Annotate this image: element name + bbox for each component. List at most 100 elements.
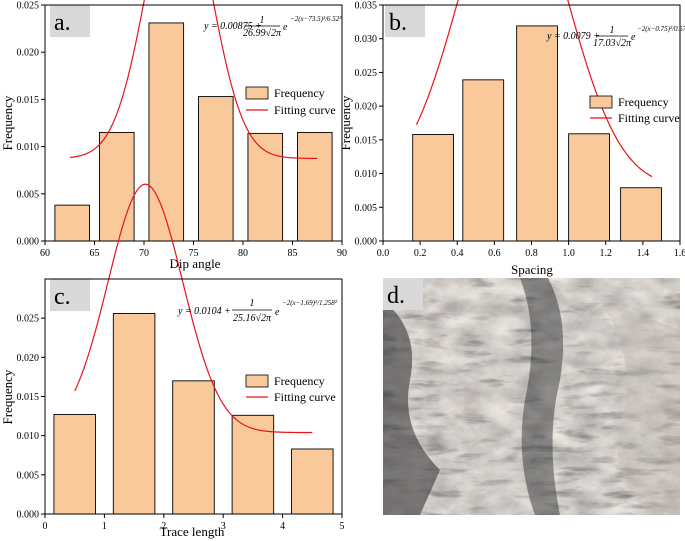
histogram-bar xyxy=(247,132,284,242)
y-tick-label: 0.025 xyxy=(17,314,40,325)
histogram-bar xyxy=(516,25,558,242)
y-tick-label: 0.010 xyxy=(355,169,378,180)
equation-num-c: 1 xyxy=(250,298,255,309)
x-tick-label: 1.0 xyxy=(562,248,575,259)
panel-label-a: a. xyxy=(54,10,71,36)
histogram-bar xyxy=(53,414,96,515)
legend-swatch-frequency-c xyxy=(245,374,269,388)
histogram-bar xyxy=(412,134,454,242)
x-axis-title-a: Dip angle xyxy=(170,256,221,271)
histogram-bars-b xyxy=(412,25,662,242)
equation-e-a: e xyxy=(283,22,288,33)
equation-prefix-a: y = 0.00875 + xyxy=(203,21,262,32)
equation-prefix-c: y = 0.0104 + xyxy=(177,306,231,317)
equation-prefix-b: y = 0.0079 + xyxy=(546,31,600,42)
y-tick-label: 0.025 xyxy=(17,1,40,12)
x-tick-label: 2 xyxy=(161,521,166,532)
panel-tag-c: c. xyxy=(50,279,90,311)
equation-exp-b: −2(x−0.75)²/0.579² xyxy=(637,25,685,33)
y-tick-label: 0.015 xyxy=(17,95,40,106)
equation-a: y = 0.00875 + 1 26.99√2π e −2(x−73.5)²/6… xyxy=(203,15,342,39)
legend-b: Frequency Fitting curve xyxy=(589,95,680,125)
panel-label-b: b. xyxy=(389,10,407,36)
y-tick-label: 0.035 xyxy=(355,1,378,12)
histogram-bar xyxy=(172,380,215,515)
equation-exp-a: −2(x−73.5)²/6.52² xyxy=(290,15,342,23)
x-tick-label: 4 xyxy=(280,521,285,532)
y-tick-label: 0.015 xyxy=(17,392,40,403)
legend-swatch-frequency-a xyxy=(245,86,269,100)
x-tick-label: 0 xyxy=(43,521,48,532)
legend-label-fit-c: Fitting curve xyxy=(274,390,336,404)
y-tick-label: 0.010 xyxy=(17,431,40,442)
axes-b: 0.0 0.2 0.4 0.6 0.8 1.0 1.2 1.4 1.6 0.000 0.005 0.0… xyxy=(355,1,685,260)
chart-panel-b: b. 0.0 0.2 0.4 0.6 0.8 1.0 1.2 1.4 1.6 0.000 0.005… xyxy=(338,0,685,277)
y-tick-label: 0.010 xyxy=(17,142,40,153)
x-tick-label: 0.0 xyxy=(377,248,390,259)
histogram-bars-c xyxy=(53,313,334,515)
x-tick-label: 70 xyxy=(139,248,149,259)
x-tick-label: 85 xyxy=(288,248,298,259)
y-axis-title-a: Frequency xyxy=(0,95,15,150)
x-tick-label: 0.2 xyxy=(414,248,427,259)
equation-c: y = 0.0104 + 1 25.16√2π e −2(x−1.69)²/1.… xyxy=(177,298,338,324)
histogram-bar xyxy=(291,448,334,515)
axes-c: 0 1 2 3 4 5 0.000 0.005 0.010 0.015 0.020 0.025 xyxy=(17,278,345,532)
histogram-bar xyxy=(197,96,234,242)
legend-label-frequency-a: Frequency xyxy=(274,86,325,100)
equation-e-c: e xyxy=(275,307,280,318)
histogram-bar xyxy=(462,79,505,242)
y-tick-label: 0.030 xyxy=(355,34,378,45)
fit-curve-a xyxy=(69,0,318,159)
fit-curve-c xyxy=(74,183,313,434)
panel-tag-d: d. xyxy=(383,278,423,310)
panel-label-d: d. xyxy=(387,283,405,309)
legend-c: Frequency Fitting curve xyxy=(245,374,336,404)
histogram-bar xyxy=(568,133,610,242)
x-tick-label: 1 xyxy=(102,521,107,532)
equation-den-a: 26.99√2π xyxy=(243,28,282,39)
rock-dark-fracture-center xyxy=(520,278,564,515)
x-tick-label: 80 xyxy=(238,248,248,259)
legend-label-fit-a: Fitting curve xyxy=(274,103,336,117)
chart-panel-a: a. 60 65 70 75 80 85 90 0.000 0.005 0.010 0.015 0.0… xyxy=(0,0,347,271)
y-tick-label: 0.000 xyxy=(355,237,378,248)
y-tick-label: 0.005 xyxy=(17,189,40,200)
x-tick-label: 0.6 xyxy=(488,248,501,259)
x-tick-label: 75 xyxy=(189,248,199,259)
y-tick-label: 0.000 xyxy=(17,237,40,248)
y-tick-label: 0.005 xyxy=(355,203,378,214)
equation-num-a: 1 xyxy=(260,15,265,26)
y-tick-label: 0.020 xyxy=(17,48,40,59)
x-tick-label: 1.2 xyxy=(600,248,613,259)
histogram-bar xyxy=(297,131,333,242)
histogram-bar xyxy=(148,22,185,242)
histogram-bar xyxy=(54,204,91,242)
equation-b: y = 0.0079 + 1 17.03√2π e −2(x−0.75)²/0.… xyxy=(546,25,685,49)
panel-tag-b: b. xyxy=(385,5,425,37)
panel-tag-a: a. xyxy=(50,5,90,37)
fit-curve-b xyxy=(415,0,653,178)
x-axis-title-c: Trace length xyxy=(160,524,225,539)
x-axis-title-b: Spacing xyxy=(511,262,553,277)
x-tick-label: 60 xyxy=(40,248,50,259)
y-tick-label: 0.005 xyxy=(17,470,40,481)
x-tick-label: 5 xyxy=(340,521,345,532)
x-tick-label: 90 xyxy=(337,248,347,259)
histogram-bar xyxy=(112,313,156,515)
panel-label-c: c. xyxy=(54,284,71,310)
x-tick-label: 1.6 xyxy=(674,248,685,259)
rock-dark-fracture-left xyxy=(383,300,440,515)
y-tick-label: 0.000 xyxy=(17,510,40,521)
legend-label-fit-b: Fitting curve xyxy=(618,111,680,125)
x-tick-label: 65 xyxy=(90,248,100,259)
x-tick-label: 3 xyxy=(221,521,226,532)
chart-panel-c: c. 0 1 2 3 4 50.0000.0050.0100.0150.0200.025 … xyxy=(0,183,345,539)
equation-den-c: 25.16√2π xyxy=(233,313,272,324)
equation-den-b: 17.03√2π xyxy=(593,38,632,49)
legend-label-frequency-b: Frequency xyxy=(618,95,669,109)
x-tick-label: 0.4 xyxy=(451,248,464,259)
rock-light-surface-right xyxy=(600,300,680,515)
equation-e-b: e xyxy=(631,32,636,43)
